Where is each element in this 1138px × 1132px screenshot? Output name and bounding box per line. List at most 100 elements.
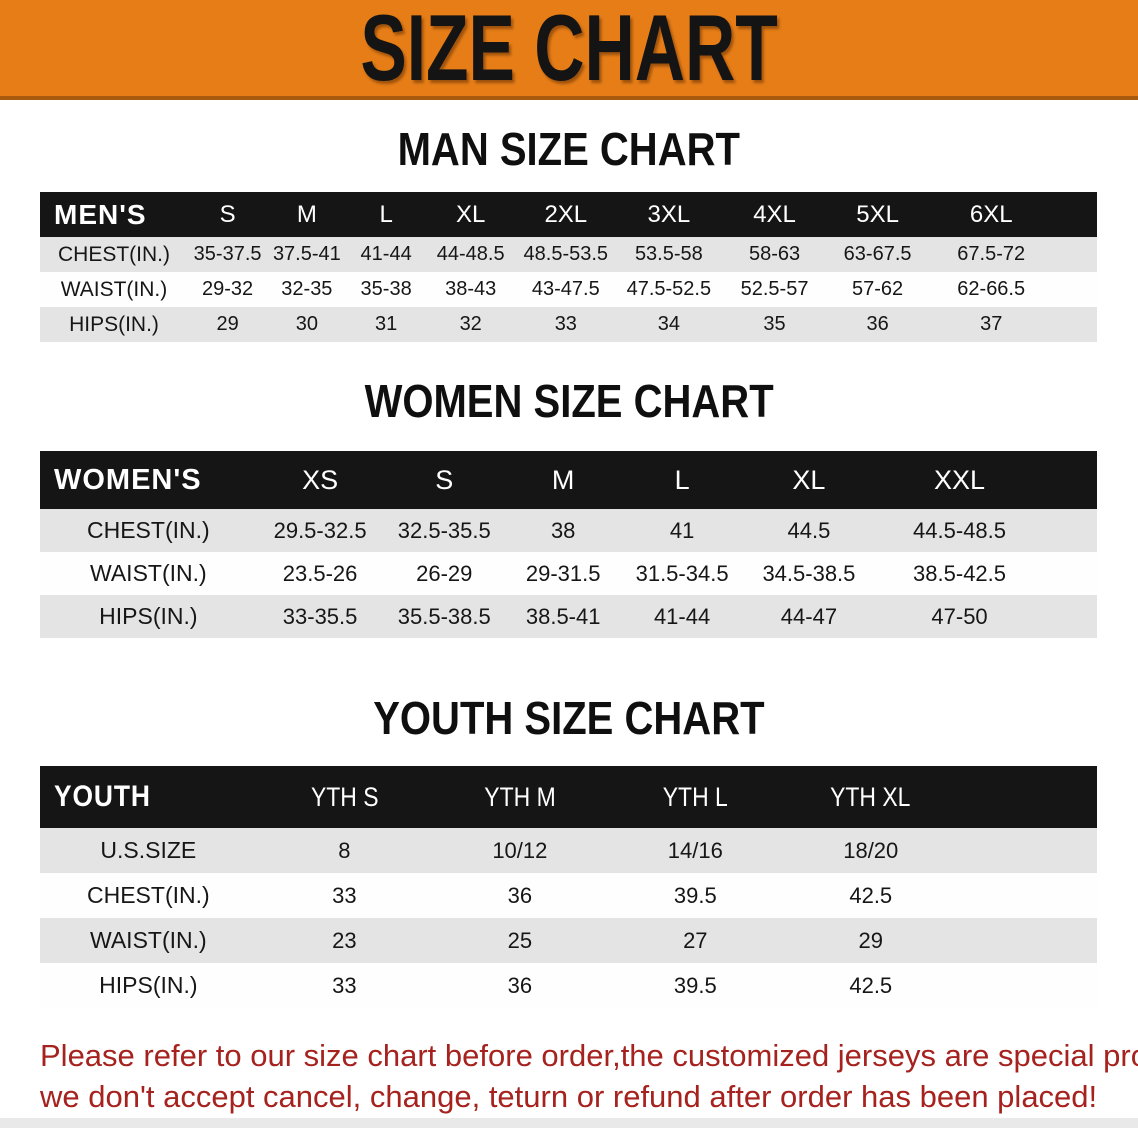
size-column-header: L (674, 464, 690, 495)
mens-section-heading: MAN SIZE CHART (0, 123, 1138, 175)
mens-group-label: MEN'S (54, 198, 147, 230)
measurement-cell: 35.5-38.5 (397, 603, 491, 629)
size-column-header: M (551, 464, 575, 495)
bottom-edge-strip (0, 1118, 1138, 1128)
measurement-cell: 10/12 (492, 837, 548, 863)
measurement-cell: 34 (657, 313, 680, 335)
size-column-header: 4XL (753, 200, 796, 228)
row-label: WAIST(IN.) (89, 560, 207, 586)
measurement-cell: 44-48.5 (436, 243, 505, 265)
spacer-cell (958, 766, 1097, 828)
table-row-hips: HIPS(IN.) 33-35.5 35.5-38.5 38.5-41 41-4… (40, 595, 1097, 638)
measurement-cell: 57-62 (852, 278, 904, 300)
measurement-cell: 33 (554, 313, 577, 335)
size-column-header: XS (302, 464, 339, 495)
measurement-cell: 35 (763, 313, 786, 335)
measurement-cell: 14/16 (667, 837, 723, 863)
measurement-cell: 41-44 (360, 243, 412, 265)
table-row-chest: CHEST(IN.) 33 36 39.5 42.5 (40, 873, 1097, 918)
size-column-header: L (379, 200, 393, 228)
table-row-chest: CHEST(IN.) 29.5-32.5 32.5-35.5 38 41 44.… (40, 509, 1097, 552)
disclaimer-line-2: we don't accept cancel, change, teturn o… (40, 1079, 1098, 1114)
mens-heading-text: MAN SIZE CHART (397, 123, 741, 175)
measurement-cell: 38.5-41 (525, 603, 601, 629)
womens-group-label: WOMEN'S (54, 463, 202, 496)
measurement-cell: 23 (332, 927, 357, 953)
spacer-cell (1055, 272, 1097, 307)
measurement-cell: 18/20 (843, 837, 899, 863)
row-label: HIPS(IN.) (99, 972, 198, 998)
spacer-cell (1044, 595, 1097, 638)
table-row-hips: HIPS(IN.) 33 36 39.5 42.5 (40, 963, 1097, 1008)
size-column-header: S (435, 464, 454, 495)
measurement-cell: 30 (295, 313, 318, 335)
measurement-cell: 25 (507, 927, 533, 953)
womens-heading-text: WOMEN SIZE CHART (364, 375, 774, 427)
size-column-header: YTH L (662, 781, 728, 812)
measurement-cell: 41-44 (653, 603, 711, 629)
size-column-header: 3XL (647, 200, 691, 228)
row-label: CHEST(IN.) (87, 882, 210, 908)
measurement-cell: 38-43 (445, 278, 497, 300)
measurement-cell: 33 (332, 972, 357, 998)
measurement-cell: 42.5 (849, 882, 893, 908)
measurement-cell: 27 (683, 927, 708, 953)
row-label: HIPS(IN.) (99, 603, 198, 629)
size-column-header: YTH S (310, 781, 379, 812)
youth-size-table: YOUTH YTH S YTH M YTH L YTH XL U.S.SIZE … (40, 766, 1097, 1008)
size-column-header: 5XL (856, 200, 899, 228)
measurement-cell: 8 (338, 837, 351, 863)
youth-heading-text: YOUTH SIZE CHART (373, 692, 765, 744)
size-column-header: YTH XL (830, 781, 911, 812)
measurement-cell: 29-32 (202, 278, 254, 300)
measurement-cell: 47.5-52.5 (626, 278, 712, 300)
measurement-cell: 43-47.5 (531, 278, 600, 300)
measurement-cell: 44.5 (787, 517, 831, 543)
size-column-header: XL (792, 464, 826, 495)
measurement-cell: 35-38 (360, 278, 412, 300)
measurement-cell: 38 (550, 517, 576, 543)
measurement-cell: 38.5-42.5 (913, 560, 1007, 586)
size-column-header: 2XL (544, 200, 588, 228)
measurement-cell: 32 (459, 313, 482, 335)
measurement-cell: 42.5 (849, 972, 893, 998)
spacer-cell (1044, 451, 1097, 509)
size-column-header: 6XL (969, 200, 1013, 228)
measurement-cell: 36 (866, 313, 889, 335)
spacer-cell (958, 873, 1097, 918)
measurement-cell: 37 (980, 313, 1003, 335)
spacer-cell (1055, 237, 1097, 272)
spacer-cell (958, 963, 1097, 1008)
measurement-cell: 47-50 (931, 603, 988, 629)
table-row-waist: WAIST(IN.) 29-32 32-35 35-38 38-43 43-47… (40, 272, 1097, 307)
youth-header-row: YOUTH YTH S YTH M YTH L YTH XL (40, 766, 1097, 828)
measurement-cell: 29-31.5 (525, 560, 601, 586)
spacer-cell (958, 918, 1097, 963)
measurement-cell: 33-35.5 (282, 603, 358, 629)
measurement-cell: 26-29 (416, 560, 473, 586)
row-label: CHEST(IN.) (87, 517, 210, 543)
spacer-cell (1044, 509, 1097, 552)
spacer-cell (1044, 552, 1097, 595)
disclaimer-text: Please refer to our size chart before or… (40, 1035, 1138, 1117)
measurement-cell: 41 (669, 517, 695, 543)
mens-header-row: MEN'S S M L XL 2XL 3XL 4XL 5XL 6XL (40, 192, 1097, 237)
measurement-cell: 31 (375, 313, 398, 335)
womens-header-row: WOMEN'S XS S M L XL XXL (40, 451, 1097, 509)
measurement-cell: 35-37.5 (193, 243, 262, 265)
measurement-cell: 62-66.5 (957, 278, 1026, 300)
youth-section-heading: YOUTH SIZE CHART (0, 692, 1138, 744)
spacer-cell (1055, 307, 1097, 342)
table-row-waist: WAIST(IN.) 23 25 27 29 (40, 918, 1097, 963)
measurement-cell: 48.5-53.5 (523, 243, 609, 265)
measurement-cell: 39.5 (673, 882, 717, 908)
measurement-cell: 32.5-35.5 (397, 517, 491, 543)
spacer-cell (1055, 192, 1097, 237)
measurement-cell: 36 (507, 882, 533, 908)
row-label: CHEST(IN.) (57, 242, 170, 266)
table-row-us-size: U.S.SIZE 8 10/12 14/16 18/20 (40, 828, 1097, 873)
row-label: U.S.SIZE (100, 837, 197, 863)
size-column-header: XL (456, 200, 486, 228)
table-row-hips: HIPS(IN.) 29 30 31 32 33 34 35 36 37 (40, 307, 1097, 342)
measurement-cell: 29 (858, 927, 883, 953)
